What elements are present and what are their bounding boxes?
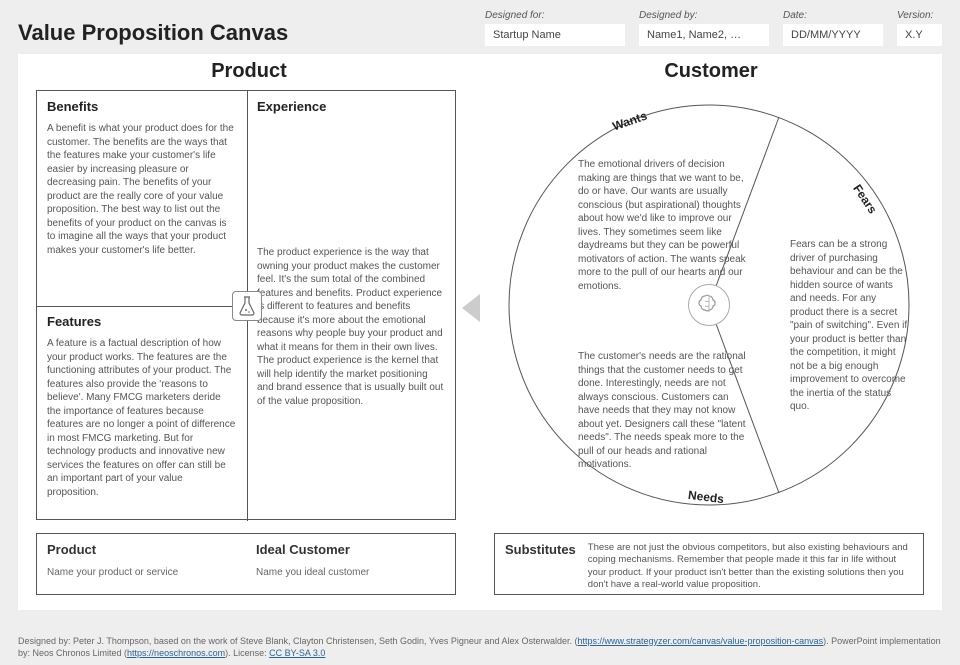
version-label: Version:: [897, 10, 942, 21]
footer-link-license[interactable]: CC BY-SA 3.0: [269, 648, 325, 658]
ideal-customer-cell: Ideal Customer Name you ideal customer: [246, 534, 455, 594]
bottom-left-box: Product Name your product or service Ide…: [36, 533, 456, 595]
product-box: Benefits A benefit is what your product …: [36, 90, 456, 520]
ideal-customer-body: Name you ideal customer: [256, 567, 445, 578]
footer-link-strategyzer[interactable]: https://www.strategyzer.com/canvas/value…: [577, 636, 823, 646]
designed-by-label: Designed by:: [639, 10, 769, 21]
meta-version: Version:: [897, 10, 942, 46]
footer-text-1: Designed by: Peter J. Thompson, based on…: [18, 636, 577, 646]
flask-icon: [232, 291, 262, 321]
arrow-left-icon: [462, 294, 480, 322]
product-name-cell: Product Name your product or service: [37, 534, 246, 594]
column-titles: Product Customer: [18, 60, 942, 83]
wants-body: The emotional drivers of decision making…: [578, 158, 753, 293]
footer-text-3: ). License:: [225, 648, 269, 658]
product-column-title: Product: [18, 60, 480, 83]
product-name-title: Product: [47, 542, 236, 557]
features-title: Features: [47, 314, 237, 329]
footer-credits: Designed by: Peter J. Thompson, based on…: [18, 635, 942, 659]
experience-cell: Experience The product experience is the…: [247, 91, 457, 521]
meta-designed-by: Designed by:: [639, 10, 769, 46]
header: Value Proposition Canvas Designed for: D…: [0, 0, 960, 54]
designed-for-label: Designed for:: [485, 10, 625, 21]
benefits-title: Benefits: [47, 99, 237, 114]
fears-body: Fears can be a strong driver of purchasi…: [790, 238, 908, 414]
substitutes-box: Substitutes These are not just the obvio…: [494, 533, 924, 595]
product-name-body: Name your product or service: [47, 567, 236, 578]
features-cell: Features A feature is a factual descript…: [37, 306, 247, 521]
designed-for-input[interactable]: [485, 24, 625, 46]
brain-icon: [688, 284, 730, 326]
benefits-cell: Benefits A benefit is what your product …: [37, 91, 247, 306]
customer-circle: Wants Fears Needs The emotional drivers …: [494, 90, 924, 520]
substitutes-title: Substitutes: [505, 542, 576, 586]
footer-link-neoschronos[interactable]: https://neoschronos.com: [127, 648, 225, 658]
ideal-customer-title: Ideal Customer: [256, 542, 445, 557]
canvas: Product Customer Benefits A benefit is w…: [18, 54, 942, 610]
meta-date: Date:: [783, 10, 883, 46]
experience-title: Experience: [257, 99, 447, 114]
experience-body: The product experience is the way that o…: [257, 246, 447, 408]
page-root: Value Proposition Canvas Designed for: D…: [0, 0, 960, 665]
needs-body: The customer's needs are the rational th…: [578, 350, 753, 472]
meta-designed-for: Designed for:: [485, 10, 625, 46]
customer-column-title: Customer: [480, 60, 942, 83]
page-title: Value Proposition Canvas: [18, 20, 288, 46]
date-input[interactable]: [783, 24, 883, 46]
designed-by-input[interactable]: [639, 24, 769, 46]
benefits-body: A benefit is what your product does for …: [47, 122, 237, 257]
meta-group: Designed for: Designed by: Date: Version…: [485, 10, 942, 46]
substitutes-body: These are not just the obvious competito…: [588, 542, 913, 586]
date-label: Date:: [783, 10, 883, 21]
features-body: A feature is a factual description of ho…: [47, 337, 237, 499]
version-input[interactable]: [897, 24, 942, 46]
